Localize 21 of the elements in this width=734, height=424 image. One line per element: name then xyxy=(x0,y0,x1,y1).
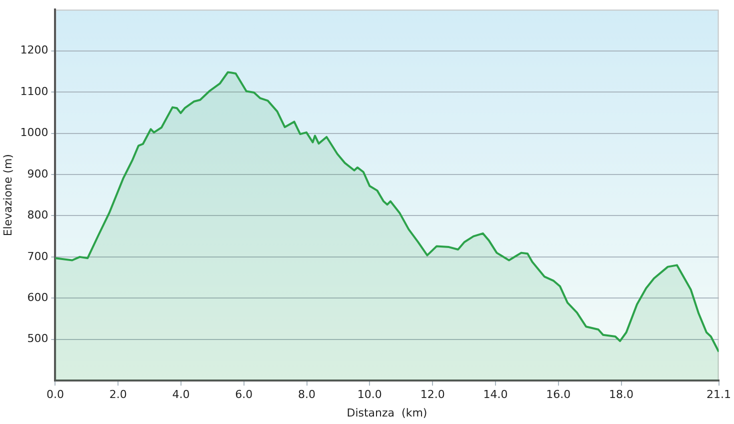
y-tick-label: 1200 xyxy=(20,44,48,57)
x-tick-label: 8.0 xyxy=(298,388,316,402)
x-tick-label: 10.0 xyxy=(357,388,382,402)
y-tick-label: 900 xyxy=(27,167,48,180)
x-tick-label: 16.0 xyxy=(546,388,571,402)
x-tick-label: 18.0 xyxy=(609,388,634,402)
x-tick-label: 2.0 xyxy=(109,388,127,402)
x-tick-label: 14.0 xyxy=(483,388,508,402)
y-tick-label: 1100 xyxy=(20,84,48,98)
y-tick-label: 600 xyxy=(27,291,48,304)
y-tick-label: 1000 xyxy=(20,126,48,140)
y-tick-label: 800 xyxy=(27,208,48,222)
x-tick-label: 12.0 xyxy=(420,388,445,402)
x-axis-title: Distanza (km) xyxy=(346,406,428,420)
x-tick-label: 21.1 xyxy=(706,388,732,402)
x-tick-label: 6.0 xyxy=(235,388,253,402)
y-tick-label: 700 xyxy=(27,250,48,263)
x-tick-label: 0.0 xyxy=(46,388,64,402)
x-tick-label: 4.0 xyxy=(172,388,190,402)
y-tick-label: 500 xyxy=(27,332,48,346)
y-axis-title: Elevazione (m) xyxy=(1,154,14,236)
